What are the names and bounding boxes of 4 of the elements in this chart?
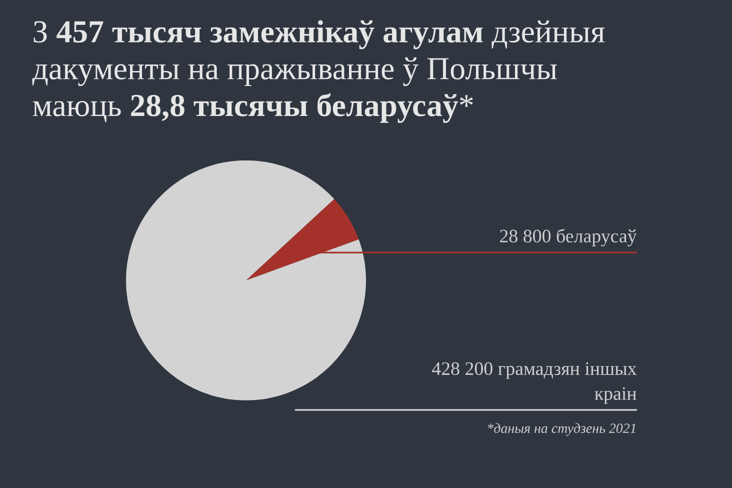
slice-label: 28 800 беларусаў	[500, 228, 637, 246]
text: *даныя на студзень 2021	[488, 423, 636, 436]
chart-title: З 457 тысяч замежнікаў агулам дзейныя дакументы на пражыванне ў Польшчы маюць 28,8 тысячы беларусаў*	[32, 20, 605, 123]
slice-label: 428 200 грамадзян іншых краін	[432, 362, 637, 404]
